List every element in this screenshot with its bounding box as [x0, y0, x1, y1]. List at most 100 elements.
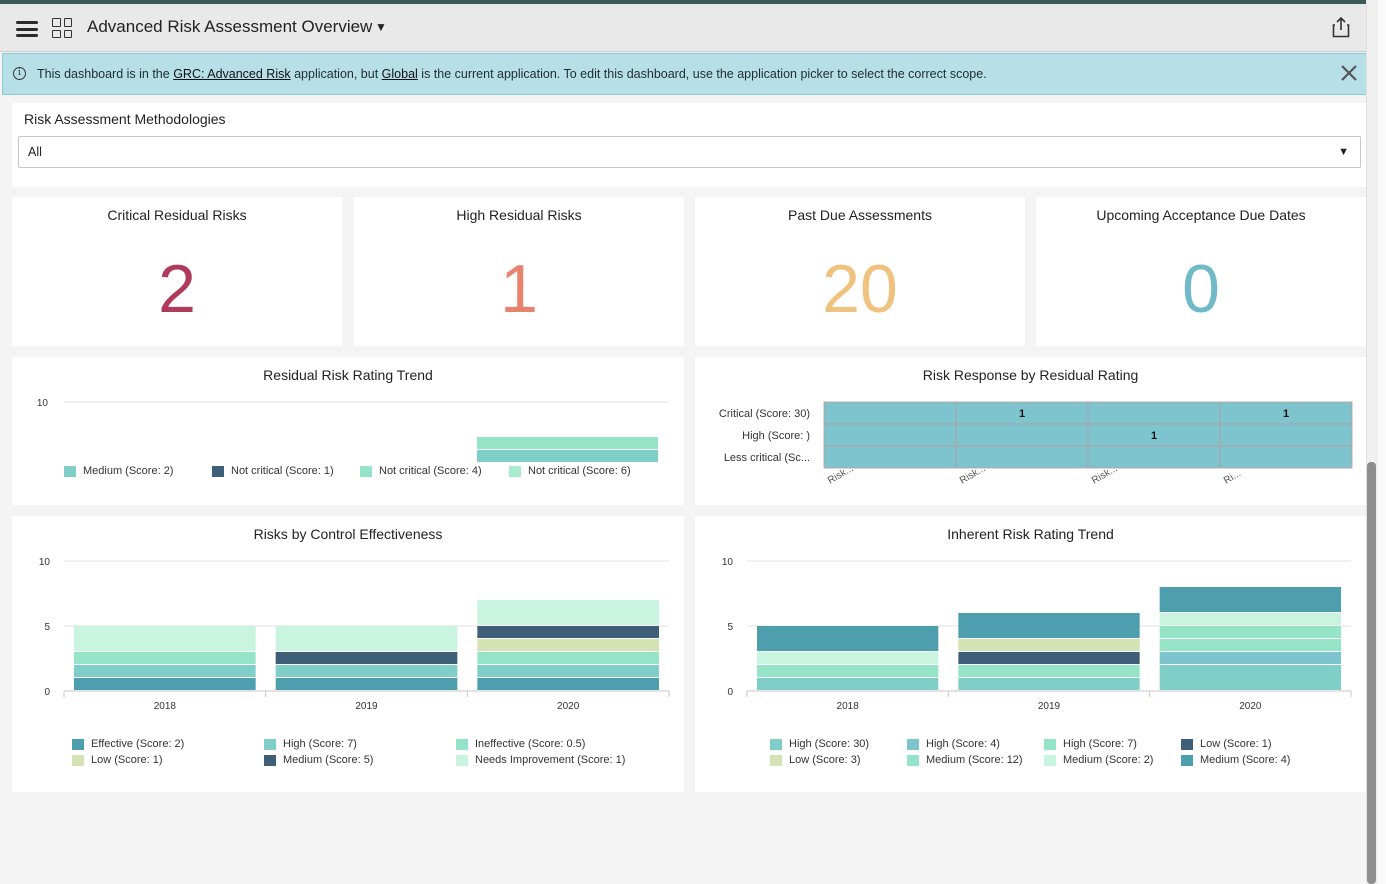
methodology-select[interactable]: All ▼ [18, 136, 1361, 168]
heatmap-cell[interactable] [823, 401, 957, 425]
chart-bar-segment[interactable] [74, 626, 256, 651]
legend-swatch [360, 466, 372, 477]
chart-bar-segment[interactable] [1159, 613, 1341, 625]
chart-bar-segment[interactable] [958, 652, 1140, 664]
x-tick-label: 2018 [154, 701, 177, 712]
legend-swatch [264, 739, 276, 750]
legend-label: High (Score: 7) [1063, 738, 1137, 750]
chart-bar-segment[interactable] [74, 678, 256, 690]
legend-label: High (Score: 30) [789, 738, 870, 750]
legend-label: High (Score: 7) [283, 738, 357, 750]
legend-swatch [509, 466, 521, 477]
heatmap-cell[interactable] [955, 423, 1089, 447]
heatmap-cell[interactable] [823, 445, 957, 469]
legend-swatch [907, 739, 919, 750]
chart-bar-segment[interactable] [1159, 639, 1341, 651]
global-app-link[interactable]: Global [381, 67, 418, 81]
dashboard-grid-icon[interactable] [52, 18, 72, 38]
legend-swatch [456, 755, 468, 766]
chart-bar-segment[interactable] [958, 678, 1140, 690]
chart-title: Risk Response by Residual Rating [922, 367, 1139, 383]
filter-label: Risk Assessment Methodologies [24, 111, 226, 127]
chart-bar-segment[interactable] [757, 652, 939, 664]
chart-bar-segment[interactable] [958, 639, 1140, 651]
chart-bar-segment[interactable] [275, 678, 458, 690]
page-title: Advanced Risk Assessment Overview [87, 17, 373, 36]
chart-bar-segment[interactable] [275, 626, 458, 651]
dashboard-header: Advanced Risk Assessment Overview ▼ [0, 4, 1378, 52]
heatmap-cell[interactable] [823, 423, 957, 447]
chart-bar-segment[interactable] [757, 678, 939, 690]
legend-swatch [907, 755, 919, 766]
heatmap-cell[interactable] [1219, 423, 1353, 447]
chart-bar-segment[interactable] [477, 450, 658, 462]
legend-swatch [456, 739, 468, 750]
residual-risk-rating-trend-card: Residual Risk Rating Trend 10 Medium (Sc… [12, 357, 684, 505]
close-icon[interactable] [1339, 63, 1359, 83]
x-tick-label: 2018 [837, 701, 860, 712]
x-tick-label: 2020 [1239, 701, 1262, 712]
chart-bar-segment[interactable] [275, 665, 458, 677]
upcoming-acceptance-due-dates-card[interactable]: Upcoming Acceptance Due Dates 0 [1036, 197, 1366, 346]
banner-text-1: This dashboard is in the [37, 67, 174, 81]
chart-bar-segment[interactable] [1159, 665, 1341, 690]
heatmap-cell[interactable] [1219, 445, 1353, 469]
high-residual-risks-card[interactable]: High Residual Risks 1 [354, 197, 684, 346]
chart-bar-segment[interactable] [757, 665, 939, 677]
legend-label: Needs Improvement (Score: 1) [475, 754, 626, 766]
legend-swatch [212, 466, 224, 477]
methodology-select-value: All [28, 145, 42, 159]
chart-bar-segment[interactable] [477, 652, 659, 664]
risk-response-heatmap: Critical (Score: 30) 1 1 High (Score: ) 1 Les… [719, 401, 1353, 487]
legend-swatch [770, 739, 782, 750]
chart-bar-segment[interactable] [477, 437, 658, 449]
chart-legend: Effective (Score: 2) High (Score: 7) Ine… [12, 516, 684, 792]
past-due-assessments-card[interactable]: Past Due Assessments 20 [695, 197, 1025, 346]
chart-bar-segment[interactable] [477, 665, 659, 677]
chart-bar-segment[interactable] [477, 639, 659, 651]
card-title: Upcoming Acceptance Due Dates [1096, 207, 1306, 223]
heatmap-cell[interactable] [955, 445, 1089, 469]
legend-label: Not critical (Score: 4) [379, 465, 482, 477]
dashboard-picker-caret-icon[interactable]: ▼ [375, 20, 387, 34]
chart-title: Risks by Control Effectiveness [253, 526, 443, 542]
x-tick-label: 2019 [1038, 701, 1061, 712]
hamburger-menu-icon[interactable] [16, 21, 38, 37]
chart-bar-segment[interactable] [74, 652, 256, 664]
legend-label: Not critical (Score: 6) [528, 465, 631, 477]
critical-residual-risks-card[interactable]: Critical Residual Risks 2 [12, 197, 342, 346]
chart-bar-segment[interactable] [1159, 652, 1341, 664]
banner-text-2: application, but [290, 67, 382, 81]
legend-swatch [64, 466, 76, 477]
card-title: Critical Residual Risks [107, 207, 247, 223]
chart-title: Inherent Risk Rating Trend [947, 526, 1114, 542]
card-title: Past Due Assessments [788, 207, 932, 223]
chart-bar-segment[interactable] [74, 665, 256, 677]
inherent-risk-trend-card: Inherent Risk Rating Trend 0 5 10 2018 2019 2… [695, 516, 1366, 792]
legend-swatch [1181, 755, 1193, 766]
legend-label: Not critical (Score: 1) [231, 465, 334, 477]
chart-bar-segment[interactable] [1159, 626, 1341, 638]
risk-response-heatmap-card: Risk Response by Residual Rating Critica… [695, 357, 1366, 505]
chart-bar-segment[interactable] [958, 665, 1140, 677]
chart-title: Residual Risk Rating Trend [263, 367, 433, 383]
chart-bar-segment[interactable] [958, 613, 1140, 638]
chart-bar-segment[interactable] [477, 600, 659, 625]
heatmap-cell[interactable] [1087, 445, 1221, 469]
y-tick-label: 0 [44, 687, 50, 698]
chart-bar-segment[interactable] [477, 678, 659, 690]
advanced-risk-app-link[interactable]: GRC: Advanced Risk [173, 67, 291, 81]
heatmap-cell[interactable] [1087, 401, 1221, 425]
chart-bar-segment[interactable] [1159, 587, 1341, 612]
y-tick-label: 0 [727, 687, 733, 698]
chart-bar-segment[interactable] [757, 626, 939, 651]
chart-bar-segment[interactable] [275, 652, 458, 664]
heatmap-cell-value: 1 [1283, 408, 1289, 420]
share-icon[interactable] [1332, 16, 1350, 38]
legend-swatch [1044, 755, 1056, 766]
legend-swatch [264, 755, 276, 766]
legend-label: Low (Score: 1) [1200, 738, 1272, 750]
scrollbar-thumb[interactable] [1367, 462, 1376, 884]
chart-bar-segment[interactable] [477, 626, 659, 638]
score-value: 20 [822, 251, 898, 327]
